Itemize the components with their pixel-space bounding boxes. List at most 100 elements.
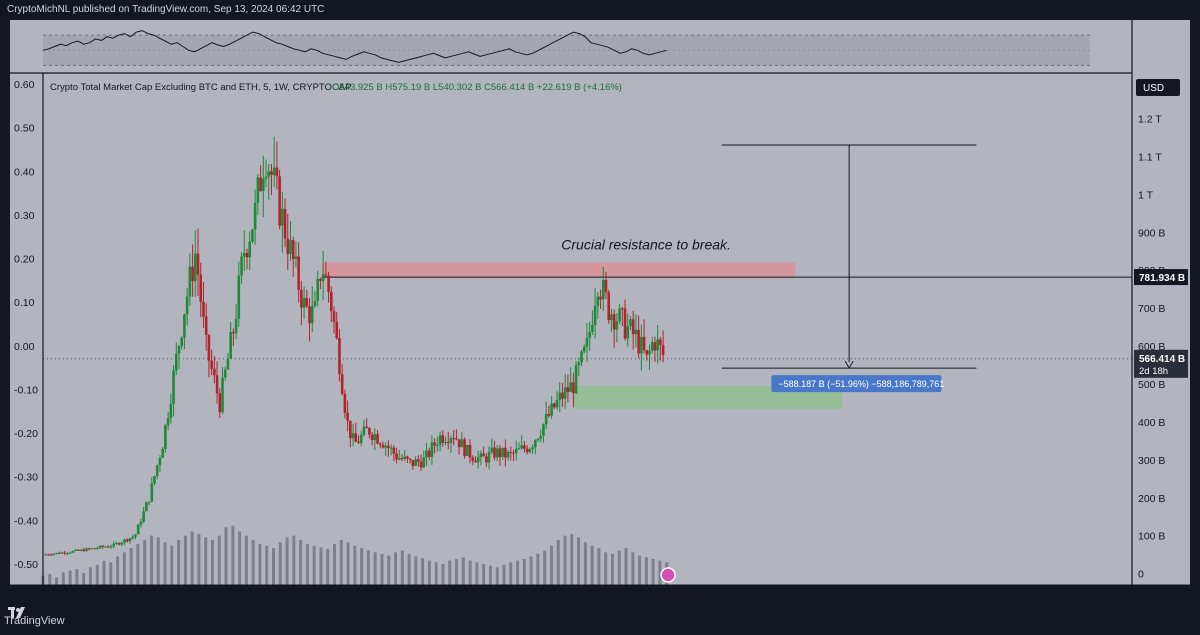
volume-bar [163,542,167,585]
volume-bar [136,543,140,585]
volume-bar [549,545,553,585]
volume-bar [427,560,431,585]
candle-body [215,375,219,394]
candle-body [324,274,328,276]
candle-body [164,425,167,449]
candle-body [109,546,113,548]
volume-bar [658,560,662,585]
candle-body [395,453,398,460]
candle-body [139,521,143,525]
candle-body [166,417,170,426]
volume-bar [543,550,547,585]
candle-body [463,439,466,456]
volume-bar [610,553,614,585]
candle-body [93,548,96,550]
candle-body [297,256,300,290]
candle-body [474,460,477,463]
candle-body [362,426,366,435]
candle-body [425,450,428,458]
candle-body [229,331,232,359]
candle-body [259,177,262,192]
candle-body [601,280,605,300]
left-tick-label: -0.20 [14,428,38,440]
volume-bar [265,545,269,585]
volume-bar [366,550,370,585]
publish-info: CryptoMichNL published on TradingView.co… [7,4,325,15]
candle-body [302,298,306,308]
candle-body [626,326,630,339]
candle-body [427,450,431,457]
right-tick-label: 1.1 T [1138,151,1162,163]
candle-body [308,306,311,324]
candle-body [640,336,643,354]
candle-body [553,403,556,408]
left-tick-label: -0.50 [14,559,38,571]
volume-bar [583,542,587,585]
candle-body [397,458,401,460]
volume-bar [251,539,255,585]
volume-bar [563,535,567,585]
volume-bar [387,555,391,585]
candle-body [509,451,513,453]
candle-body [300,289,303,308]
candle-body [569,382,572,393]
candle-body [223,369,227,378]
volume-bar [414,556,418,585]
candle-body [550,403,553,416]
candle-body [131,536,135,539]
rsi-line [42,30,667,63]
volume-bar [651,558,655,585]
volume-bar [455,558,459,585]
candle-body [96,548,99,550]
chart-svg[interactable]: 80.0040.00 Crucial resistance to break. −… [10,20,1190,585]
right-tick-label: 200 B [1138,493,1165,505]
candle-body [642,336,646,351]
candle-body [346,412,349,421]
candle-body [316,278,319,302]
candle-body [558,392,562,400]
measure-label: −588.187 B (−51.96%) −588,186,789,761 [778,379,944,389]
candle-body [343,393,347,413]
left-tick-label: 0.30 [14,210,35,222]
footer-brand: TradingView [4,615,65,628]
right-tick-label: 900 B [1138,227,1165,239]
volume-bar [210,539,214,585]
candle-body [561,392,564,399]
candle-body [659,339,662,345]
candle-body [650,342,654,351]
candle-body [449,438,453,443]
resistance-price-bg [1134,269,1188,286]
candle-body [196,253,200,275]
volume-bar [231,525,235,585]
volume-bar [407,553,411,585]
candle-body [281,208,284,226]
candle-body [68,552,72,554]
volume-bar [380,553,384,585]
candle-body [436,445,439,447]
candle-body [599,296,602,300]
candle-body [468,444,472,458]
candle-body [202,301,205,317]
volume-bar [204,537,208,585]
candle-body [101,545,105,547]
volume-bar [271,548,275,585]
candle-body [629,319,632,327]
candle-body [476,457,480,463]
volume-bar [68,570,72,585]
right-tick-label: 1.2 T [1138,114,1162,126]
candle-body [547,413,551,416]
volume-bar [631,552,635,585]
candle-body [262,178,265,192]
volume-bar [149,535,153,585]
candle-body [321,274,325,281]
candle-body [460,439,464,448]
candle-body [517,448,521,450]
volume-bar [488,565,492,585]
volume-bar [475,562,479,585]
volume-bar [333,543,337,585]
candle-body [384,445,387,448]
candle-body [71,550,75,553]
candle-body [117,543,121,545]
candle-body [525,448,529,453]
candle-body [283,208,287,239]
